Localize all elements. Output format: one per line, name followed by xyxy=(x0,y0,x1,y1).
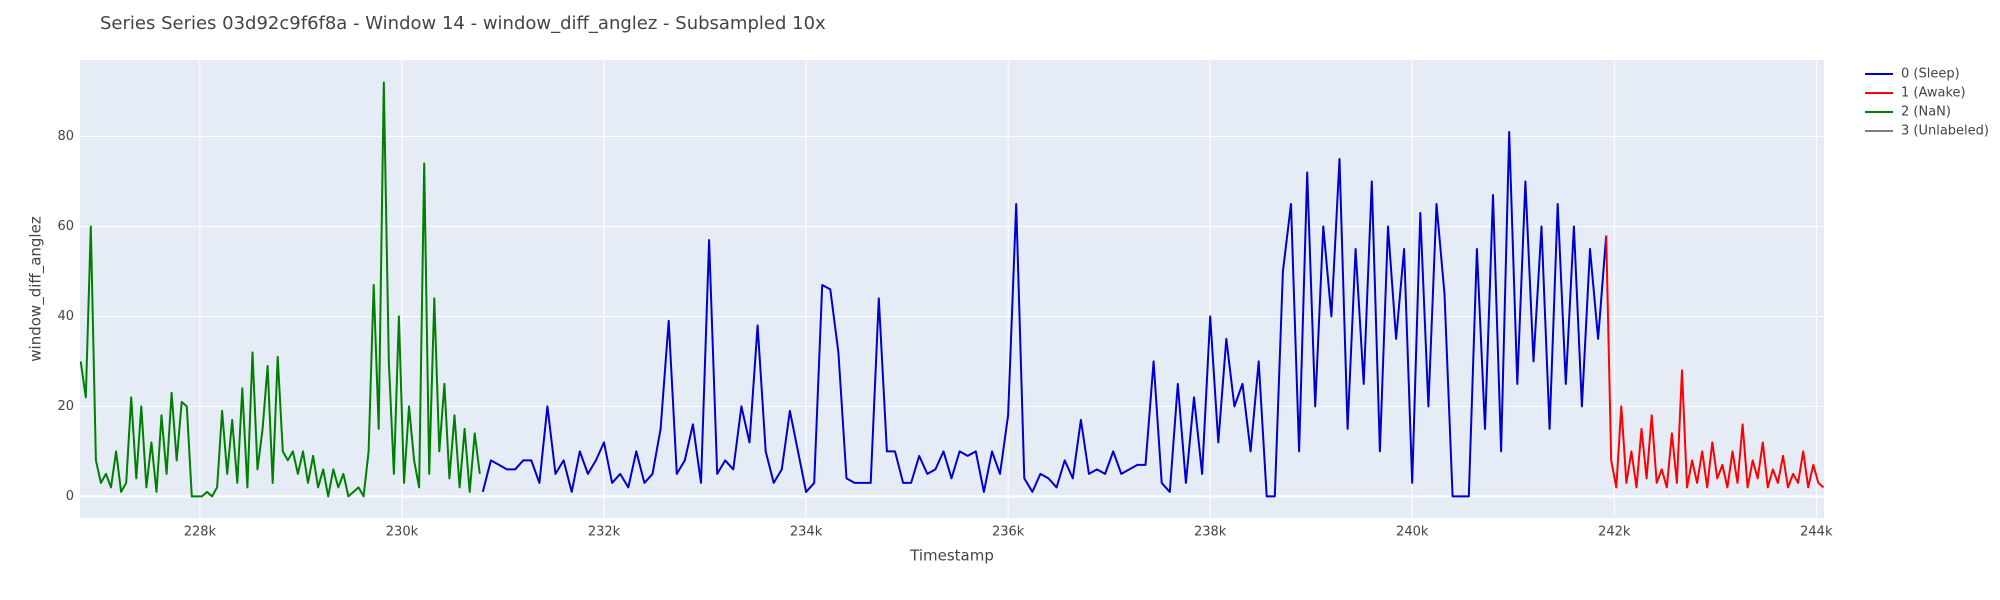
series-line xyxy=(79,81,481,498)
x-tick-label: 244k xyxy=(1800,525,1833,540)
legend: 0 (Sleep) 1 (Awake) 2 (NaN) 3 (Unlabeled) xyxy=(1865,67,1989,139)
x-tick-label: 238k xyxy=(1194,525,1227,540)
legend-label: 0 (Sleep) xyxy=(1901,67,1960,82)
series-line xyxy=(481,131,1608,498)
x-tick-label: 240k xyxy=(1396,525,1429,540)
grid: 228k 230k 232k 234k 236k 238k 240k 242k 244k 0 20 4… xyxy=(57,60,1833,540)
x-tick-label: 242k xyxy=(1598,525,1631,540)
legend-label: 3 (Unlabeled) xyxy=(1901,124,1989,139)
x-tick-label: 232k xyxy=(588,525,621,540)
x-axis-title: Timestamp xyxy=(909,547,994,565)
chart-title: Series Series 03d92c9f6f8a - Window 14 -… xyxy=(100,13,826,34)
y-tick-label: 20 xyxy=(57,399,74,414)
lines xyxy=(79,81,1825,498)
y-tick-label: 0 xyxy=(66,489,74,504)
x-tick-label: 236k xyxy=(992,525,1025,540)
series-line xyxy=(1605,235,1825,489)
y-tick-label: 80 xyxy=(57,129,74,144)
legend-label: 2 (NaN) xyxy=(1901,105,1951,120)
x-tick-label: 230k xyxy=(386,525,419,540)
y-tick-label: 60 xyxy=(57,219,74,234)
legend-label: 1 (Awake) xyxy=(1901,86,1966,101)
x-tick-label: 234k xyxy=(790,525,823,540)
y-tick-label: 40 xyxy=(57,309,74,324)
x-tick-label: 228k xyxy=(184,525,217,540)
y-axis-title: window_diff_anglez xyxy=(27,216,46,362)
